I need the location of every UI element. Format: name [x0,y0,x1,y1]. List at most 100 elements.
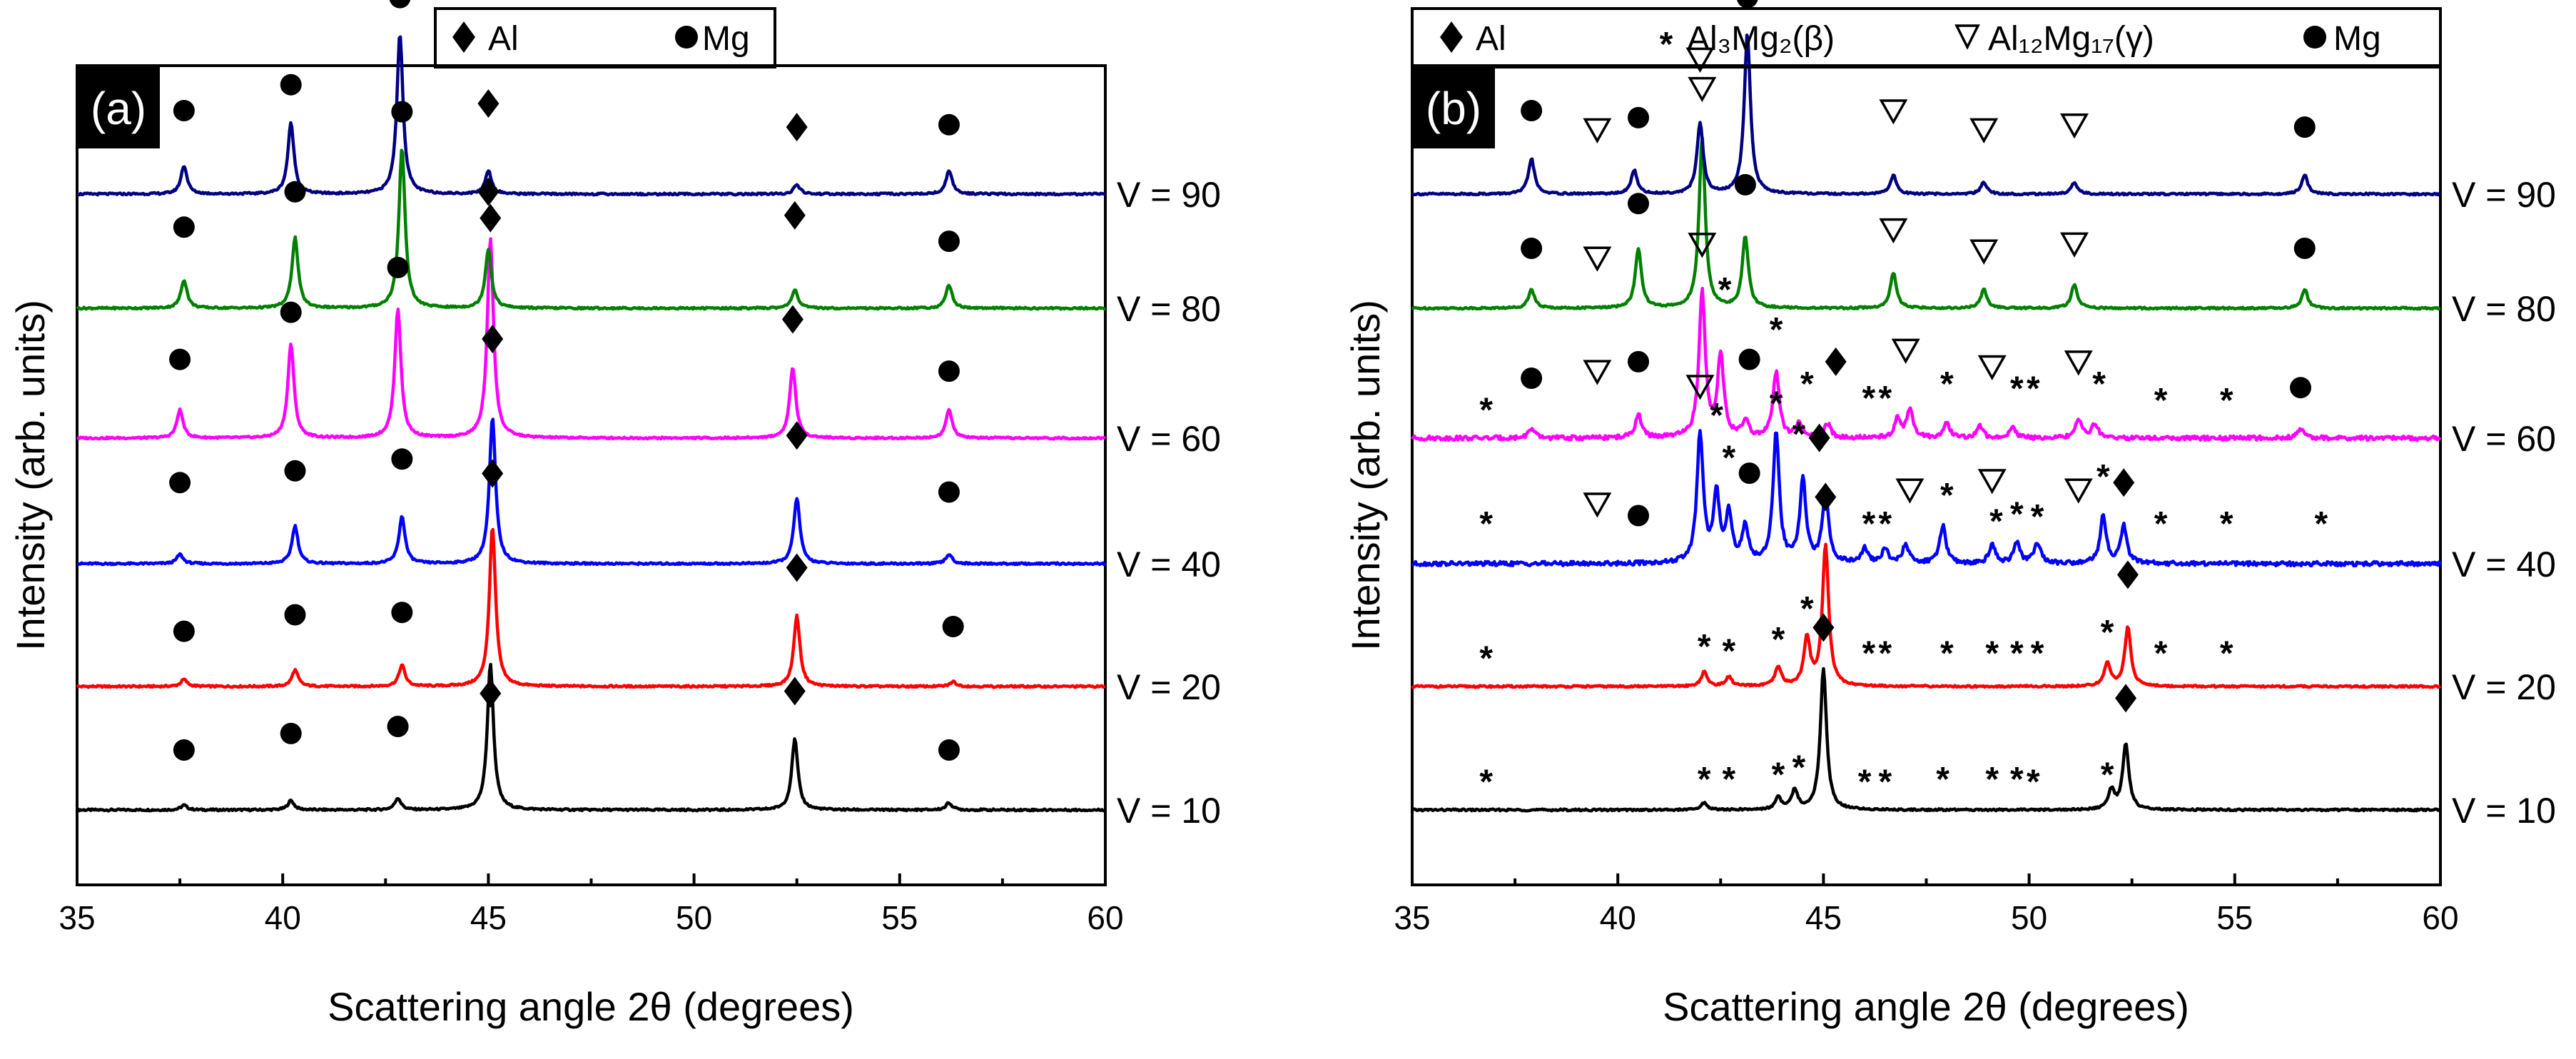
mg-circle-icon [1628,505,1650,527]
beta-asterisk-icon: * [2027,370,2040,408]
panel-b-x-axis: 35 40 45 50 55 60 [1394,873,2459,936]
legend-al-diamond-icon [452,21,475,53]
beta-asterisk-icon: * [1936,761,1949,799]
beta-asterisk-icon: * [1862,505,1875,543]
beta-asterisk-icon: * [1879,380,1892,417]
panel-a-x-axis: 35 40 45 50 55 60 [59,873,1124,936]
al-diamond-icon [784,677,806,706]
beta-asterisk-icon: * [1879,763,1892,801]
trace-label: V = 90 [2452,175,2556,215]
mg-circle-icon [1738,462,1760,485]
beta-asterisk-icon: * [1770,385,1783,423]
panel-b-legend: Al * Al₃Mg₂(β) Al₁₂Mg₁₇(γ) Mg [1411,7,2442,69]
panel-b-phase-markers: * * * * * * * * * * * ** * * *** * * * * *** ******* *** * *** *… [1479,0,2328,801]
panel-a-y-axis-title: Intensity (arb. units) [8,300,53,651]
beta-asterisk-icon: * [1479,505,1493,543]
beta-asterisk-icon: * [2010,370,2024,408]
al-diamond-icon [1812,613,1835,642]
beta-asterisk-icon: * [2010,761,2024,799]
legend-mg-label: Mg [702,20,750,58]
al-diamond-icon [2116,560,2139,589]
beta-asterisk-icon: * [1940,365,1954,403]
trace-label: V = 10 [2452,791,2556,831]
mg-circle-icon [942,616,964,637]
beta-asterisk-icon: * [1879,505,1892,543]
beta-asterisk-icon: * [1792,415,1805,453]
beta-asterisk-icon: * [1479,639,1493,677]
al-diamond-icon [482,325,504,353]
gamma-triangle-icon [1583,360,1612,385]
mg-circle-icon [1738,348,1760,370]
x-tick-label: 40 [1600,899,1636,936]
trace-v60 [1411,286,2442,442]
panel-a: (a) 35 40 45 50 55 60 V = 10 V = 20 V = 40 V = 6… [8,0,1221,1029]
mg-circle-icon [391,448,413,470]
mg-circle-icon [173,100,195,121]
x-tick-label: 55 [881,899,918,936]
mg-circle-icon [284,604,306,626]
gamma-triangle-icon [1685,47,1715,73]
trace-label: V = 60 [2452,419,2556,459]
beta-asterisk-icon: * [2031,498,2044,536]
beta-asterisk-icon: * [1722,439,1735,477]
trace-v20 [76,527,1106,689]
mg-circle-icon [1521,238,1543,259]
al-diamond-icon [1815,482,1837,512]
mg-circle-icon [387,256,409,278]
legend-b-mg-circle-icon [2303,26,2326,49]
gamma-triangle-icon [2059,113,2089,139]
trace-v10 [1411,667,2442,813]
panel-a-label-box [77,66,160,148]
beta-asterisk-icon: * [1479,391,1493,429]
panel-b-x-axis-title: Scattering angle 2θ (degrees) [1663,984,2189,1029]
mg-circle-icon [387,716,409,737]
beta-asterisk-icon: * [1710,397,1723,435]
panel-b-legend-box [1411,7,2442,69]
legend-b-al-diamond-icon [1440,21,1463,53]
beta-asterisk-icon: * [2220,505,2233,543]
mg-circle-icon [284,181,306,203]
legend-b-beta-label: Al₃Mg₂(β) [1687,20,1835,58]
al-diamond-icon [477,177,500,206]
trace-label: V = 20 [1117,667,1221,707]
al-diamond-icon [2113,468,2135,497]
beta-asterisk-icon: * [1862,380,1875,417]
trace-label: V = 10 [1117,791,1221,831]
gamma-triangle-icon [1977,355,2007,381]
x-tick-label: 35 [59,899,95,936]
beta-asterisk-icon: * [1792,749,1805,787]
beta-asterisk-icon: * [1800,365,1814,403]
trace-v60 [76,237,1107,441]
beta-asterisk-icon: * [1940,635,1954,673]
gamma-triangle-icon [1891,338,1920,364]
beta-asterisk-icon: * [2101,756,2114,794]
beta-asterisk-icon: * [2154,635,2168,673]
gamma-triangle-icon [1977,469,2007,495]
al-diamond-icon [2115,684,2137,713]
mg-circle-icon [173,739,195,761]
gamma-triangle-icon [1583,246,1612,272]
panel-b: (b) 35 40 45 50 55 60 * * * * * * * * * * * ** * * *** * * * * *… [1343,0,2556,1029]
trace-label: V = 20 [2452,667,2556,707]
mg-circle-icon [938,739,960,761]
beta-asterisk-icon: * [1879,635,1892,673]
trace-label: V = 60 [1117,419,1221,459]
trace-v90 [76,35,1106,197]
mg-circle-icon [938,360,960,382]
panel-a-x-axis-title: Scattering angle 2θ (degrees) [328,984,854,1029]
legend-b-beta-asterisk-icon: * [1660,26,1673,64]
panel-b-label: (b) [1426,83,1481,134]
trace-label: V = 90 [1117,175,1221,215]
beta-asterisk-icon: * [2154,505,2168,543]
legend-b-gamma-triangle-icon [1954,24,1980,50]
al-diamond-icon [477,89,500,118]
beta-asterisk-icon: * [2220,635,2233,673]
mg-circle-icon [2293,238,2316,259]
gamma-triangle-icon [1879,218,1908,244]
beta-asterisk-icon: * [1479,763,1493,801]
trace-label: V = 40 [2452,544,2556,584]
panel-a-trace-labels: V = 10 V = 20 V = 40 V = 60 V = 80 V = 90 [1117,175,1221,831]
x-tick-label: 50 [676,899,712,936]
